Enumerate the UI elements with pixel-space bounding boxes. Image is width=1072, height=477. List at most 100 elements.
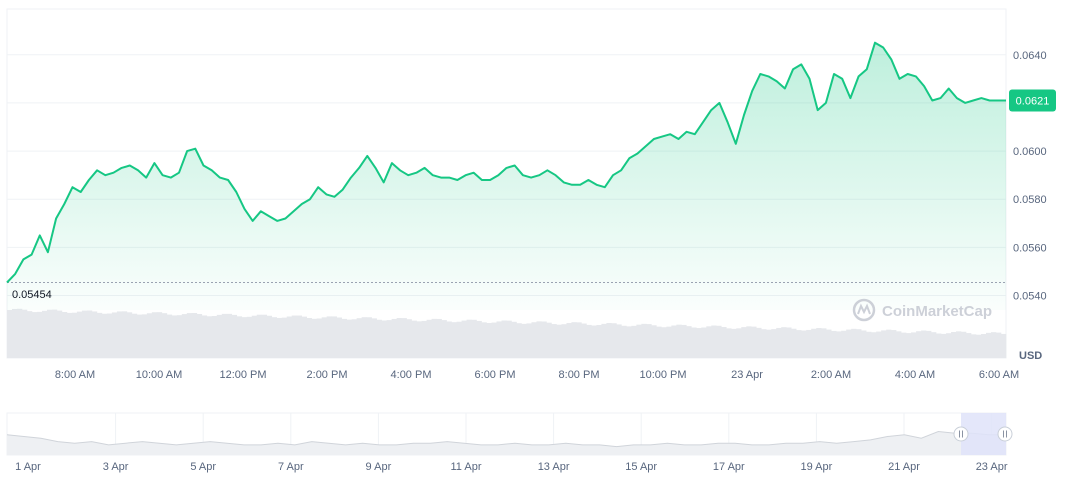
volume-bar	[216, 314, 223, 358]
navigator-area	[6, 430, 1006, 455]
volume-bar	[356, 318, 362, 358]
volume-bar	[996, 332, 1002, 358]
navigator-left-handle-knob[interactable]	[953, 426, 969, 442]
volume-bar	[986, 332, 992, 358]
volume-bar	[11, 308, 18, 358]
volume-bar	[176, 315, 183, 358]
volume-bar	[96, 312, 103, 358]
volume-bar	[401, 318, 407, 358]
volume-bar	[196, 314, 203, 358]
volume-bar	[981, 334, 987, 358]
volume-bar	[326, 316, 332, 358]
volume-bar	[526, 323, 532, 358]
volume-bar	[301, 316, 307, 358]
navigator-date-label: 5 Apr	[190, 461, 216, 473]
volume-bar	[466, 319, 472, 358]
x-tick-label: 23 Apr	[731, 369, 763, 381]
volume-bar	[251, 315, 258, 358]
volume-bar	[621, 325, 627, 358]
volume-bar	[76, 311, 83, 358]
volume-bar	[681, 324, 687, 358]
volume-bar	[521, 323, 527, 358]
navigator-left-handle[interactable]	[953, 426, 969, 442]
navigator-date-label: 19 Apr	[800, 461, 832, 473]
volume-bar	[41, 310, 48, 358]
volume-bar	[26, 311, 33, 358]
volume-bar	[636, 324, 642, 358]
volume-bar	[886, 329, 892, 358]
volume-bar	[736, 328, 742, 358]
volume-bar	[461, 320, 467, 358]
volume-bar	[16, 308, 23, 358]
volume-bar	[31, 312, 38, 358]
navigator-date-label: 15 Apr	[625, 461, 657, 473]
volume-bar	[191, 313, 198, 358]
volume-bar	[966, 333, 972, 358]
range-navigator[interactable]	[6, 412, 1013, 456]
volume-bar	[226, 313, 233, 358]
volume-bar	[136, 314, 143, 358]
volume-bar	[731, 328, 737, 358]
volume-bar	[446, 321, 452, 358]
navigator-date-label: 11 Apr	[451, 461, 482, 473]
volume-bar	[796, 330, 802, 358]
volume-bar	[646, 324, 652, 358]
volume-bar	[501, 320, 507, 358]
navigator-right-handle[interactable]	[997, 426, 1013, 442]
x-tick-label: 8:00 AM	[55, 369, 95, 381]
y-tick-label: 0.0580	[1013, 194, 1047, 206]
volume-bar	[341, 318, 347, 358]
x-tick-label: 4:00 AM	[895, 369, 935, 381]
volume-bar	[166, 314, 173, 358]
volume-bar	[641, 323, 647, 358]
volume-bar	[666, 326, 672, 358]
volume-bar	[246, 316, 253, 358]
y-tick-label: 0.0560	[1013, 242, 1047, 254]
volume-bar	[551, 324, 557, 358]
volume-bar	[306, 318, 312, 358]
volume-bar	[336, 317, 342, 358]
price-line-path[interactable]	[6, 41, 1006, 284]
volume-bar	[616, 324, 622, 358]
volume-bar	[71, 312, 78, 358]
coinmarketcap-logo-mark	[857, 303, 871, 315]
volume-bar	[286, 316, 293, 358]
volume-bar	[406, 319, 412, 358]
volume-bar	[801, 330, 807, 358]
price-line[interactable]	[6, 41, 1006, 284]
volume-bar	[21, 309, 28, 358]
volume-bar	[691, 327, 697, 358]
volume-bar	[346, 319, 352, 358]
volume-bar	[66, 312, 73, 358]
volume-bar	[221, 313, 228, 358]
volume-bar	[806, 329, 812, 358]
volume-bar	[131, 313, 138, 358]
volume-bar	[951, 332, 957, 358]
volume-bar	[936, 333, 942, 358]
navigator-right-handle-knob[interactable]	[997, 426, 1013, 442]
volume-bar	[816, 328, 822, 358]
volume-bar	[711, 325, 717, 358]
volume-bar	[266, 315, 273, 358]
volume-bar	[601, 323, 607, 358]
volume-bar	[556, 324, 562, 358]
volume-bar	[956, 331, 962, 358]
volume-bar	[841, 330, 847, 358]
volume-bar	[566, 323, 572, 358]
volume-bar	[651, 325, 657, 358]
volume-bar	[121, 311, 128, 358]
volume-bar	[946, 333, 952, 358]
volume-bar	[381, 320, 387, 358]
volume-bar	[91, 311, 98, 358]
volume-bar	[706, 326, 712, 358]
volume-bar	[146, 313, 153, 358]
volume-bar	[866, 331, 872, 358]
volume-bar	[546, 322, 552, 358]
volume-bar	[256, 314, 263, 358]
volume-bar	[361, 317, 367, 358]
volume-bar	[451, 322, 457, 358]
volume-bar	[36, 311, 43, 358]
volume-bar	[661, 327, 667, 358]
volume-bar	[766, 329, 772, 358]
navigator-date-labels: 1 Apr 3 Apr 5 Apr 7 Apr 9 Apr 11 Apr 13 Apr 15 …	[15, 461, 1008, 473]
